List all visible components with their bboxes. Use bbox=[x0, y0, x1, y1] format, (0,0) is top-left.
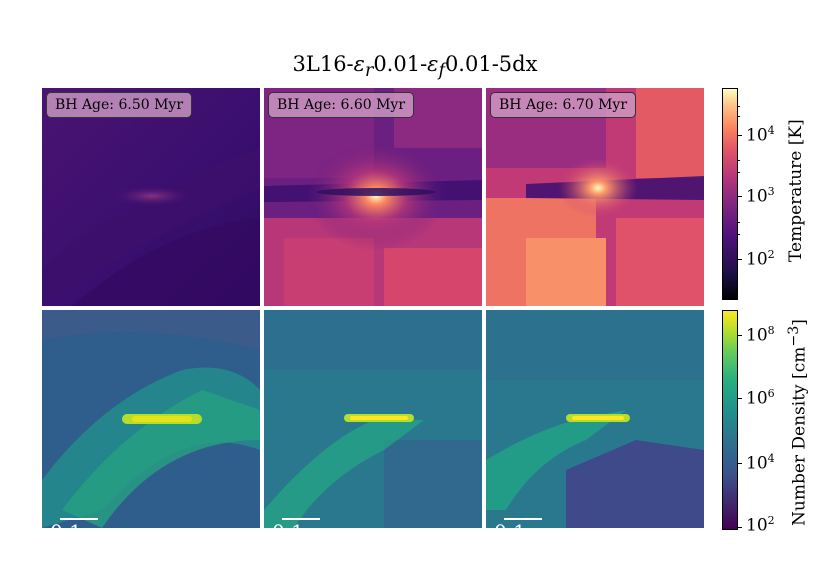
bh-age-label-3: BH Age: 6.70 Myr bbox=[490, 92, 637, 118]
density-image-2 bbox=[264, 310, 482, 528]
temperature-colorbar bbox=[722, 88, 738, 300]
bh-age-label-2: BH Age: 6.60 Myr bbox=[268, 92, 415, 118]
temperature-colorbar-label: Temperature [K] bbox=[786, 119, 806, 262]
bh-age-label-1: BH Age: 6.50 Myr bbox=[46, 92, 193, 118]
temperature-image-2 bbox=[264, 88, 482, 306]
temperature-panel-2: BH Age: 6.60 Myr bbox=[264, 88, 482, 306]
temperature-tick-label: 102 bbox=[746, 248, 775, 270]
density-panel-1: 0.1 pc bbox=[42, 310, 260, 528]
density-tick-label: 104 bbox=[746, 452, 775, 474]
density-colorbar bbox=[722, 310, 738, 530]
density-tick-label: 106 bbox=[746, 387, 775, 409]
density-panel-2: 0.1 pc bbox=[264, 310, 482, 528]
temperature-panel-3: BH Age: 6.70 Myr bbox=[486, 88, 704, 306]
density-image-1 bbox=[42, 310, 260, 528]
temperature-image-3 bbox=[486, 88, 704, 306]
density-colorbar-label: Number Density [cm−3] bbox=[786, 319, 810, 526]
temperature-image-1 bbox=[42, 88, 260, 306]
figure-title: 3L16-εr0.01-εf0.01-5dx bbox=[292, 52, 538, 82]
temperature-tick-label: 103 bbox=[746, 185, 775, 207]
density-image-3 bbox=[486, 310, 704, 528]
density-panel-3: 0.1 pc bbox=[486, 310, 704, 528]
density-tick-label: 102 bbox=[746, 514, 775, 536]
density-tick-label: 108 bbox=[746, 324, 775, 346]
temperature-tick-label: 104 bbox=[746, 124, 775, 146]
temperature-panel-1: BH Age: 6.50 Myr bbox=[42, 88, 260, 306]
